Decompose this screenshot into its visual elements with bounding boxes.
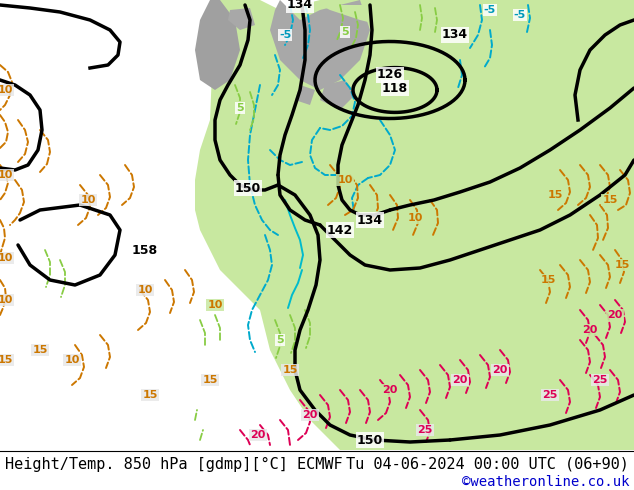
Text: Height/Temp. 850 hPa [gdmp][°C] ECMWF: Height/Temp. 850 hPa [gdmp][°C] ECMWF [5,457,342,471]
Polygon shape [270,0,370,90]
Text: 15: 15 [602,195,618,205]
Text: 150: 150 [235,181,261,195]
Text: 5: 5 [341,27,349,37]
Text: ©weatheronline.co.uk: ©weatheronline.co.uk [462,475,629,489]
Text: -5: -5 [514,10,526,20]
Text: 10: 10 [337,175,353,185]
Text: 15: 15 [202,375,217,385]
Polygon shape [195,0,634,450]
Text: 10: 10 [0,170,13,180]
Text: 10: 10 [81,195,96,205]
Text: 10: 10 [207,300,223,310]
Text: -5: -5 [279,30,291,40]
Text: 5: 5 [276,335,284,345]
Text: 20: 20 [382,385,398,395]
Text: 15: 15 [614,260,630,270]
Text: 10: 10 [0,295,13,305]
Text: 15: 15 [547,190,563,200]
Text: 126: 126 [377,69,403,81]
Text: 25: 25 [592,375,607,385]
Text: 20: 20 [493,365,508,375]
Text: 25: 25 [417,425,432,435]
Text: 134: 134 [357,214,383,226]
Text: 134: 134 [287,0,313,11]
Polygon shape [195,0,240,90]
Text: Tu 04-06-2024 00:00 UTC (06+90): Tu 04-06-2024 00:00 UTC (06+90) [346,457,629,471]
Text: 20: 20 [582,325,598,335]
Text: 20: 20 [452,375,468,385]
Text: 15: 15 [540,275,555,285]
Text: 10: 10 [407,213,423,223]
Polygon shape [320,80,355,110]
Text: 15: 15 [142,390,158,400]
Text: 15: 15 [0,355,13,365]
Text: 118: 118 [382,81,408,95]
Text: 10: 10 [64,355,80,365]
Text: 20: 20 [302,410,318,420]
Text: 142: 142 [327,223,353,237]
Text: 25: 25 [542,390,558,400]
Text: 5: 5 [236,103,244,113]
Text: 15: 15 [32,345,48,355]
Text: 10: 10 [0,253,13,263]
Polygon shape [320,0,634,100]
Text: 134: 134 [442,28,468,42]
Text: 10: 10 [0,85,13,95]
Text: -5: -5 [484,5,496,15]
Text: 15: 15 [282,365,298,375]
Text: 20: 20 [250,430,266,440]
Text: 10: 10 [138,285,153,295]
Polygon shape [228,8,255,30]
Polygon shape [295,85,315,105]
Text: 158: 158 [132,244,158,256]
Text: 20: 20 [607,310,623,320]
Text: 150: 150 [357,434,383,446]
